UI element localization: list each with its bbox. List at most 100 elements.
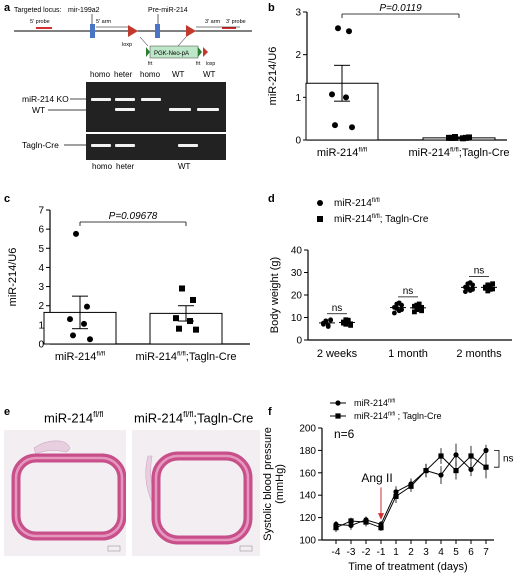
data-point	[84, 303, 90, 310]
data-point	[453, 452, 459, 458]
data-point	[329, 91, 335, 98]
category-label: miR-214fl/fl	[317, 147, 368, 159]
histo-label-left-base: miR-214	[44, 410, 94, 426]
category-label: 1 month	[388, 348, 428, 360]
category-label: 2 weeks	[317, 348, 358, 360]
loxp-marker	[186, 25, 196, 37]
data-point	[460, 135, 466, 142]
band-label-cre: Tagln-Cre	[22, 140, 59, 150]
p-value-label: P=0.09678	[109, 211, 158, 222]
y-tick-label: 30	[291, 268, 303, 279]
histo-label-right-suffix: ;Tagln-Cre	[193, 410, 254, 426]
chart-f: 100 120 140 160 180 200 Systolic blood pressur…	[262, 398, 514, 573]
data-point	[438, 453, 444, 459]
category-label-base: miR-214	[317, 147, 359, 159]
p-value-label: P=0.0119	[379, 3, 422, 14]
y-tick-label: 180	[299, 446, 316, 457]
panel-label-e: e	[4, 406, 11, 418]
chart-c-y-axis-label: miR-214/U6	[7, 248, 19, 307]
category-label-suffix: ;Tagln-Cre	[186, 351, 237, 363]
lane-label: homo	[92, 162, 113, 171]
y-tick-label: 100	[299, 536, 316, 547]
category-label-sup: fl/fl	[450, 147, 459, 154]
data-point	[179, 285, 185, 292]
targeted-locus-diagram: Targeted locus: mir-199a2 Pre-miR-214 5'…	[14, 7, 252, 67]
x-tick-label: 4	[438, 547, 444, 558]
chart-c-y-axis-label-line: miR-214/U6	[7, 248, 19, 307]
data-point	[463, 289, 468, 295]
y-tick-label: 5	[38, 244, 44, 255]
exon-box	[155, 24, 160, 38]
x-tick-label: -4	[332, 547, 341, 558]
lane-label: heter	[116, 162, 135, 171]
data-point	[187, 318, 193, 325]
legend-marker	[317, 200, 323, 206]
chart-b-y-axis-label: miR-214/U6	[267, 47, 279, 106]
gel-band	[169, 108, 191, 111]
gel-band	[141, 98, 161, 101]
legend-label-suffix: ; Tagln-Cre	[395, 411, 441, 421]
category-label-suffix: ;Tagln-Cre	[459, 147, 510, 159]
data-point	[419, 308, 424, 314]
legend-marker	[335, 400, 341, 406]
histo-label-right: miR-214fl/fl;Tagln-Cre	[134, 410, 253, 425]
data-point	[193, 326, 199, 333]
histology-image-ko	[132, 430, 260, 556]
loxp-marker	[128, 25, 138, 37]
ang-ii-arrowhead	[378, 513, 384, 520]
data-point	[323, 319, 329, 325]
data-point	[468, 453, 474, 459]
data-point	[325, 324, 331, 329]
frt-marker	[198, 47, 202, 57]
y-tick-label: 10	[291, 313, 303, 324]
data-point	[343, 94, 349, 101]
y-tick-label: 160	[299, 468, 316, 479]
legend-label: miR-214fl/fl; Tagln-Cre	[334, 213, 429, 225]
gel-image-cre	[86, 134, 226, 160]
panel-label-f: f	[268, 406, 272, 418]
data-point	[348, 321, 353, 327]
data-point	[483, 447, 489, 453]
data-point	[399, 307, 404, 313]
band-label-ko: miR-214 KO	[22, 94, 69, 104]
y-tick-label: 0	[295, 136, 301, 147]
lane-label: WT	[203, 70, 216, 79]
y-tick-label: 1	[295, 93, 301, 104]
y-tick-label: 3	[38, 282, 44, 293]
chart-f-y-axis-label-line: (mmHg)	[274, 464, 286, 504]
y-tick-label: 6	[38, 225, 44, 236]
data-point	[483, 464, 489, 470]
chart-d-y-axis-label: Body weight (g)	[269, 257, 281, 333]
x-tick-label: 2	[408, 547, 414, 558]
loxp-label: loxp	[206, 61, 215, 67]
data-point	[394, 306, 400, 311]
data-point	[490, 286, 495, 292]
data-point	[87, 336, 93, 343]
data-point	[73, 230, 79, 237]
probe5-label: 5' probe	[30, 19, 50, 25]
panel-label-a: a	[4, 2, 11, 14]
data-point	[414, 302, 420, 308]
data-point	[467, 280, 473, 286]
data-point	[67, 316, 73, 323]
data-point	[423, 467, 429, 474]
histo-label-right-base: miR-214	[134, 410, 184, 426]
chart-f-x-axis-label: Time of treatment (days)	[348, 561, 467, 573]
category-label-sup: fl/fl	[177, 351, 186, 358]
data-point	[349, 124, 355, 131]
y-tick-label: 2	[295, 50, 301, 61]
loxp-marker	[203, 47, 208, 57]
y-tick-label: 3	[295, 8, 301, 19]
data-point	[328, 317, 333, 323]
legend-label-base: miR-214	[334, 198, 372, 209]
y-tick-label: 0	[296, 336, 302, 347]
data-point	[70, 332, 76, 339]
data-point	[470, 286, 475, 292]
histology-image-control	[4, 430, 126, 556]
chart-d-y-axis-label-line: Body weight (g)	[269, 257, 281, 333]
data-point	[453, 467, 459, 474]
gel-image-genotyping	[86, 82, 226, 132]
gel-band	[115, 98, 135, 101]
